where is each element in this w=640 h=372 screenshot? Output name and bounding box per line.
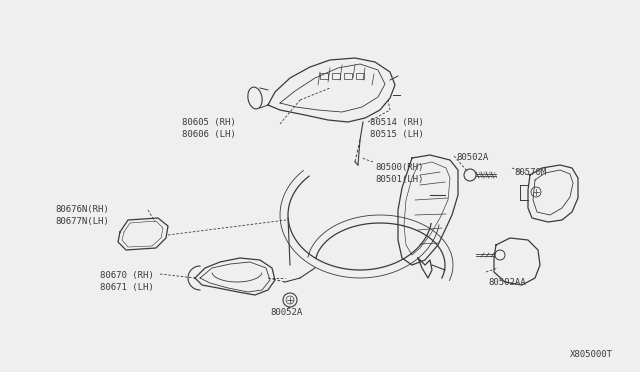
Bar xyxy=(344,73,352,79)
Text: 80606 (LH): 80606 (LH) xyxy=(182,130,236,139)
Text: 80502A: 80502A xyxy=(456,153,488,162)
Text: 80502AA: 80502AA xyxy=(488,278,525,287)
Text: 80052A: 80052A xyxy=(270,308,302,317)
Text: X805000T: X805000T xyxy=(570,350,613,359)
Text: 80677N(LH): 80677N(LH) xyxy=(55,217,109,226)
Bar xyxy=(320,73,328,79)
Text: 80670 (RH): 80670 (RH) xyxy=(100,271,154,280)
Text: 80501(LH): 80501(LH) xyxy=(375,175,424,184)
Bar xyxy=(332,73,340,79)
Text: 80570M: 80570M xyxy=(514,168,547,177)
Bar xyxy=(356,73,364,79)
Text: 80515 (LH): 80515 (LH) xyxy=(370,130,424,139)
Text: 80676N(RH): 80676N(RH) xyxy=(55,205,109,214)
Text: 80671 (LH): 80671 (LH) xyxy=(100,283,154,292)
Text: 80605 (RH): 80605 (RH) xyxy=(182,118,236,127)
Text: 80514 (RH): 80514 (RH) xyxy=(370,118,424,127)
Text: 80500(RH): 80500(RH) xyxy=(375,163,424,172)
